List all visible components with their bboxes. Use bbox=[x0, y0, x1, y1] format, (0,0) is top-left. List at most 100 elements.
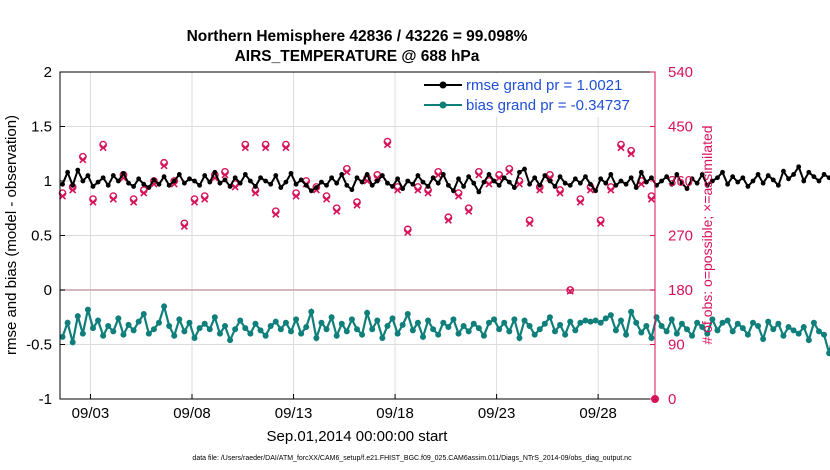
bias-point bbox=[506, 328, 513, 335]
rmse-point bbox=[542, 173, 548, 178]
bias-point bbox=[135, 318, 142, 325]
rmse-point bbox=[816, 178, 822, 184]
bias-point bbox=[623, 331, 630, 338]
bias-point bbox=[140, 310, 147, 317]
rmse-point bbox=[593, 188, 599, 194]
bias-point bbox=[161, 303, 168, 310]
rmse-point bbox=[461, 184, 467, 189]
y-tick-label-right: 90 bbox=[668, 337, 685, 354]
assimilated-obs-marker-stroke bbox=[383, 141, 392, 149]
bias-point bbox=[404, 310, 411, 317]
bias-point bbox=[587, 318, 594, 325]
bias-point bbox=[795, 330, 802, 337]
bias-point bbox=[79, 330, 86, 337]
rmse-point bbox=[298, 177, 304, 183]
bias-point bbox=[399, 321, 406, 328]
assimilated-obs-marker bbox=[637, 180, 645, 188]
assimilated-obs-marker bbox=[404, 228, 412, 237]
assimilated-obs-marker bbox=[58, 192, 67, 200]
bias-point bbox=[496, 326, 503, 333]
bias-point bbox=[308, 308, 315, 315]
rmse-point bbox=[791, 172, 796, 177]
rmse-point bbox=[562, 180, 568, 186]
bias-point bbox=[110, 328, 117, 335]
rmse-point bbox=[481, 179, 487, 185]
bias-point bbox=[201, 320, 208, 327]
rmse-point bbox=[324, 182, 329, 188]
rmse-point bbox=[110, 173, 116, 178]
assimilated-obs-marker bbox=[617, 144, 625, 152]
assimilated-obs-marker-stroke bbox=[262, 144, 270, 152]
assimilated-obs-marker-stroke bbox=[272, 210, 280, 218]
y-tick-label-left: -1 bbox=[39, 391, 52, 408]
bias-point bbox=[379, 334, 386, 341]
rmse-point bbox=[303, 182, 309, 188]
legend-rmse-label: rmse grand pr = 1.0021 bbox=[466, 77, 622, 94]
rmse-point bbox=[192, 178, 197, 184]
bias-point bbox=[689, 332, 696, 339]
rmse-point bbox=[643, 179, 649, 185]
bias-point bbox=[328, 314, 335, 321]
assimilated-obs-marker bbox=[201, 195, 209, 203]
rmse-point bbox=[557, 174, 563, 180]
legend-entries: rmse grand pr = 1.0021 bias grand pr = -0… bbox=[424, 77, 630, 114]
assimilated-obs-marker-stroke bbox=[617, 144, 625, 152]
rmse-point bbox=[567, 182, 573, 188]
rmse-point bbox=[496, 182, 502, 188]
rmse-point bbox=[65, 169, 71, 175]
bias-point bbox=[577, 319, 584, 326]
bias-point bbox=[541, 320, 548, 327]
y-tick-label-left: -0.5 bbox=[26, 337, 52, 354]
assimilated-obs-marker-stroke bbox=[343, 168, 351, 176]
bias-point bbox=[287, 328, 294, 335]
bias-point bbox=[389, 315, 396, 322]
rmse-point bbox=[740, 175, 746, 181]
bias-point bbox=[445, 324, 452, 331]
rmse-point bbox=[146, 185, 152, 190]
bias-point bbox=[267, 322, 274, 329]
legend-box bbox=[420, 73, 654, 117]
assimilated-obs-marker bbox=[495, 174, 503, 182]
rmse-point bbox=[623, 181, 629, 187]
y-tick-label-right: 180 bbox=[668, 282, 693, 299]
rmse-point bbox=[572, 176, 578, 182]
rmse-point bbox=[435, 180, 441, 186]
rmse-point bbox=[339, 172, 345, 177]
rmse-point bbox=[202, 173, 208, 178]
rmse-point bbox=[136, 176, 142, 182]
assimilated-obs-marker bbox=[190, 198, 199, 206]
bias-point bbox=[374, 317, 381, 324]
bias-point bbox=[242, 325, 249, 332]
bias-point bbox=[343, 328, 350, 335]
rmse-point bbox=[659, 178, 664, 184]
y-tick-label-left: 1 bbox=[44, 173, 52, 190]
assimilated-obs-marker bbox=[505, 168, 513, 176]
bias-point bbox=[364, 309, 371, 316]
rmse-point bbox=[131, 184, 137, 189]
bias-point bbox=[277, 326, 284, 333]
rmse-point bbox=[537, 182, 543, 188]
assimilated-obs-marker bbox=[160, 162, 168, 170]
bias-point bbox=[628, 308, 635, 315]
assimilated-obs-marker-stroke bbox=[627, 150, 635, 158]
rmse-point bbox=[349, 187, 355, 193]
bias-point bbox=[485, 319, 492, 326]
rmse-point bbox=[577, 180, 583, 186]
y-axis-label-left: rmse and bias (model - observation) bbox=[3, 115, 20, 355]
rmse-point bbox=[293, 181, 299, 187]
bias-point bbox=[557, 321, 564, 328]
assimilated-obs-marker-stroke bbox=[515, 180, 524, 188]
rmse-point bbox=[781, 168, 786, 174]
series-layer bbox=[58, 137, 830, 403]
bias-point bbox=[694, 319, 701, 326]
x-tick-label: 09/08 bbox=[173, 405, 211, 422]
data-file-footer: data file: /Users/raeder/DAI/ATM_forcXX/… bbox=[192, 455, 632, 462]
rmse-point bbox=[628, 175, 634, 181]
rmse-point bbox=[486, 172, 492, 177]
bias-point bbox=[125, 321, 132, 328]
rmse-point bbox=[385, 180, 390, 186]
rmse-point bbox=[60, 181, 65, 187]
assimilated-obs-marker-stroke bbox=[221, 171, 229, 179]
assimilated-obs-marker bbox=[414, 186, 422, 194]
assimilated-obs-marker bbox=[576, 198, 584, 206]
